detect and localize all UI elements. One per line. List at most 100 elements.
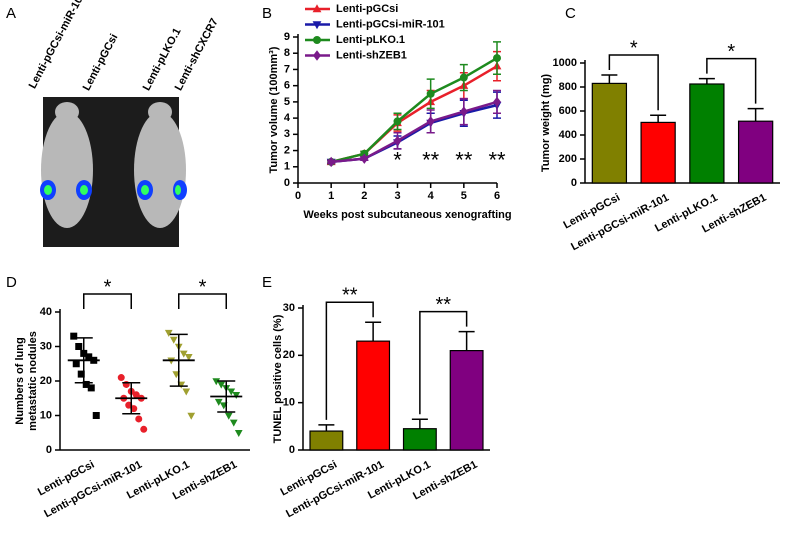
x-tick-label: 4 bbox=[428, 190, 435, 202]
series-line bbox=[330, 57, 498, 164]
y-tick-label: 7 bbox=[284, 63, 290, 75]
marker bbox=[72, 360, 80, 368]
marker bbox=[227, 388, 236, 396]
y-tick-label: 10 bbox=[40, 409, 52, 421]
y-axis-label: metastatic nodules bbox=[27, 331, 39, 431]
marker bbox=[135, 415, 143, 423]
significance-bracket bbox=[178, 293, 227, 309]
y-tick-label: 3 bbox=[284, 128, 290, 140]
marker bbox=[75, 343, 83, 350]
error-bar bbox=[365, 321, 382, 342]
y-tick-label: 8 bbox=[284, 47, 290, 59]
marker bbox=[459, 106, 468, 117]
x-tick-label: 0 bbox=[295, 190, 301, 202]
significance: ** bbox=[488, 148, 506, 173]
marker bbox=[82, 380, 90, 388]
marker bbox=[169, 336, 178, 344]
y-tick-label: 200 bbox=[559, 153, 577, 165]
marker bbox=[224, 412, 233, 420]
marker bbox=[229, 419, 238, 427]
sd-bar bbox=[122, 381, 141, 415]
significance-bracket bbox=[325, 301, 374, 420]
marker bbox=[117, 374, 125, 382]
x-tick-label: 2 bbox=[361, 190, 367, 202]
x-axis-label: Weeks post subcutaneous xenografting bbox=[303, 209, 511, 221]
marker bbox=[182, 388, 191, 396]
y-tick-label: 20 bbox=[283, 349, 295, 361]
marker bbox=[234, 429, 243, 437]
legend-label: Lenti-pGCsi bbox=[336, 3, 398, 15]
marker bbox=[313, 50, 321, 61]
y-tick-label: 1 bbox=[284, 161, 290, 173]
marker bbox=[360, 153, 369, 164]
significance: * bbox=[630, 37, 638, 59]
marker bbox=[459, 73, 468, 82]
group-label: Lenti-pGCsi bbox=[81, 32, 121, 93]
marker bbox=[426, 116, 435, 127]
error-bar bbox=[698, 77, 715, 84]
significance: ** bbox=[435, 294, 451, 316]
bar bbox=[737, 120, 774, 184]
sd-bar bbox=[74, 337, 93, 384]
marker bbox=[164, 329, 173, 337]
panel-label: D bbox=[6, 274, 17, 291]
group-label: Lenti-shCXCR7 bbox=[173, 16, 221, 92]
sd-bar bbox=[169, 333, 188, 387]
marker bbox=[85, 353, 93, 361]
y-tick-label: 0 bbox=[284, 177, 290, 189]
significance: ** bbox=[455, 148, 473, 173]
series-line bbox=[331, 100, 498, 164]
marker bbox=[232, 392, 241, 399]
error-bar bbox=[601, 74, 618, 84]
marker bbox=[187, 412, 196, 420]
bar bbox=[591, 82, 628, 184]
significance-bracket bbox=[83, 293, 132, 309]
marker bbox=[212, 378, 221, 386]
marker bbox=[393, 117, 402, 126]
group-label: Lenti-pGCsi-miR-101 bbox=[27, 0, 89, 91]
marker bbox=[87, 384, 95, 392]
y-tick-label: 0 bbox=[46, 444, 52, 456]
bar bbox=[689, 83, 725, 184]
significance-bracket bbox=[419, 310, 468, 415]
significance: ** bbox=[342, 284, 358, 306]
signal bbox=[40, 180, 187, 200]
y-tick-label: 30 bbox=[283, 302, 295, 314]
marker bbox=[312, 21, 322, 30]
y-tick-label: 10 bbox=[283, 397, 295, 409]
y-tick-label: 800 bbox=[559, 81, 577, 93]
legend-label: Lenti-pGCsi-miR-101 bbox=[336, 18, 445, 30]
x-tick-label: 5 bbox=[461, 190, 467, 202]
bar bbox=[640, 121, 676, 184]
x-tick-label: 6 bbox=[494, 190, 500, 202]
y-tick-label: 2 bbox=[284, 144, 290, 156]
x-tick-label: 3 bbox=[394, 190, 400, 202]
marker bbox=[184, 354, 193, 362]
y-tick-label: 30 bbox=[40, 340, 52, 352]
legend-label: Lenti-shZEB1 bbox=[336, 49, 407, 61]
y-tick-label: 4 bbox=[284, 112, 291, 124]
error-bar bbox=[747, 107, 764, 122]
y-axis-label: Numbers of lung bbox=[14, 337, 26, 424]
marker bbox=[393, 135, 402, 147]
significance: * bbox=[104, 276, 112, 298]
y-axis-label: Tumor volume (100mm³) bbox=[268, 46, 280, 173]
legend-label: Lenti-pLKO.1 bbox=[336, 34, 405, 46]
panel-label: C bbox=[565, 5, 576, 22]
error-bar bbox=[458, 330, 475, 351]
y-axis-label: Tumor weight (mg) bbox=[540, 74, 552, 173]
y-tick-label: 1000 bbox=[553, 57, 577, 69]
significance-bracket bbox=[706, 57, 757, 104]
x-tick-label: 1 bbox=[328, 190, 334, 202]
marker bbox=[179, 350, 188, 358]
mouse bbox=[41, 102, 186, 228]
bar bbox=[356, 340, 391, 451]
significance: * bbox=[727, 41, 735, 63]
y-tick-label: 6 bbox=[284, 80, 290, 92]
significance-bracket bbox=[608, 54, 659, 111]
y-tick-label: 400 bbox=[559, 129, 577, 141]
y-tick-label: 40 bbox=[40, 306, 52, 318]
significance: * bbox=[199, 276, 207, 298]
panel-label: A bbox=[6, 5, 16, 22]
